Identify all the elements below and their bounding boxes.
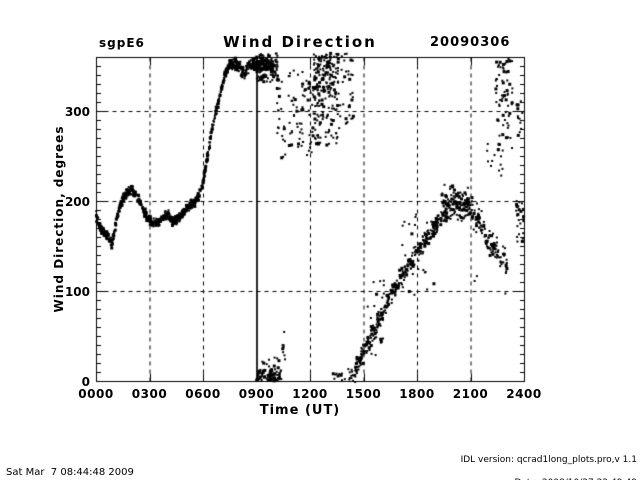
x-tick-label: 1800 (399, 387, 435, 401)
y-tick-label: 200 (64, 195, 90, 209)
idl-version-line: IDL version: qcrad1long_plots.pro,v 1.1 (460, 455, 637, 465)
footer-left: Sat Mar 7 08:44:48 2009 Battelle Pacific… (6, 445, 350, 480)
x-tick-label: 1200 (292, 387, 328, 401)
x-tick-label: 2100 (452, 387, 489, 401)
plot-title: Wind Direction (223, 33, 377, 51)
x-tick-label: 1500 (345, 387, 382, 401)
plot-date: 20090306 (430, 35, 511, 50)
y-tick-label: 300 (64, 105, 90, 119)
y-tick-label: 0 (81, 375, 90, 389)
y-tick-label: 100 (64, 285, 90, 299)
x-tick-label: 2400 (506, 387, 542, 401)
site-label: sgpE6 (99, 36, 145, 50)
generation-timestamp: Sat Mar 7 08:44:48 2009 (6, 467, 134, 478)
footer-right: IDL version: qcrad1long_plots.pro,v 1.1 … (395, 442, 637, 480)
x-axis-title: Time (UT) (259, 403, 341, 418)
x-tick-label: 0900 (238, 387, 275, 401)
x-tick-label: 0600 (185, 387, 221, 401)
x-tick-label: 0000 (78, 387, 114, 401)
x-tick-label: 0300 (131, 387, 168, 401)
